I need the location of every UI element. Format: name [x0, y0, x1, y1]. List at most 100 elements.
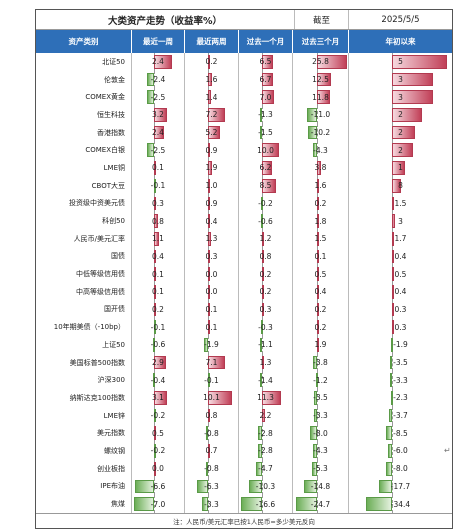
cell-1w: 0.1 [132, 282, 185, 301]
value-label: 0.2 [314, 322, 327, 332]
asset-name: 焦煤 [36, 495, 132, 513]
data-bar [313, 355, 317, 370]
data-bar [392, 267, 395, 281]
data-bar [261, 143, 279, 158]
cell-1m: 7.0 [239, 88, 293, 107]
bar-axis [154, 336, 156, 354]
data-bar [207, 391, 233, 405]
data-bar [316, 249, 319, 264]
asset-name: 螺纹钢 [36, 442, 132, 460]
cell-2w: 0.7 [185, 442, 239, 460]
data-bar [154, 125, 165, 140]
date-value: 2025/5/5 [381, 14, 420, 25]
value-label: 2.2 [259, 411, 272, 421]
cell-2w: 1.9 [185, 159, 239, 177]
cell-2w: 0.1 [185, 300, 239, 319]
data-bar [207, 373, 210, 388]
cell-3m: 3.8 [293, 159, 349, 177]
value-label: 0.1 [152, 269, 164, 279]
cell-ytd: -6.0 [349, 442, 452, 460]
cell-ytd: 0.3 [349, 300, 452, 319]
data-bar [261, 284, 264, 299]
value-label: 3.8 [314, 163, 327, 173]
value-label: -1.2 [313, 375, 328, 385]
value-label: -2.5 [150, 145, 166, 155]
cell-1w: 2.4 [132, 123, 185, 142]
table-row: 螺纹钢 -0.2 0.7 -2.8 -4.3 -6.0 [36, 442, 452, 460]
cell-1w: 3.2 [132, 106, 185, 124]
value-label: 1.3 [205, 234, 218, 244]
data-bar [392, 249, 395, 264]
value-label: 0.2 [314, 304, 327, 314]
data-bar [259, 125, 262, 140]
cell-ytd: 2 [349, 123, 452, 142]
cell-1w: -0.2 [132, 406, 185, 425]
data-bar [392, 143, 414, 158]
cell-1m: 2.2 [239, 406, 293, 425]
cell-3m: -11.0 [293, 106, 349, 124]
value-label: -0.6 [150, 340, 166, 350]
cell-1m: 1.3 [239, 353, 293, 372]
data-bar [385, 426, 393, 441]
asset-name: 国债 [36, 247, 132, 266]
cell-3m: 1.6 [293, 176, 349, 195]
cell-2w: 7.2 [185, 106, 239, 124]
value-label: 0.1 [205, 322, 218, 332]
data-bar [207, 267, 210, 281]
cell-ytd: -2.3 [349, 389, 452, 407]
cell-2w: -3.3 [185, 495, 239, 513]
data-bar [309, 426, 317, 441]
asset-name: 科创50 [36, 212, 132, 230]
value-label: -0.1 [150, 322, 166, 332]
cell-1m: -2.8 [239, 424, 293, 443]
value-label: -1.4 [258, 375, 273, 385]
value-label: 3 [398, 92, 403, 102]
cell-3m: 0.4 [293, 282, 349, 301]
data-bar [316, 338, 319, 352]
table-row: 纳斯达克100指数 3.1 10.1 11.3 -3.5 -2.3 [36, 389, 452, 407]
header-asset-class: 资产类别 [36, 30, 132, 53]
data-bar [307, 108, 317, 122]
value-label: -24.7 [310, 499, 331, 509]
cell-2w: 1.0 [185, 176, 239, 195]
value-label: 1 [398, 163, 403, 173]
cell-1w: 0.1 [132, 159, 185, 177]
paragraph-mark: ↵ [444, 446, 451, 455]
value-label: 0.3 [152, 198, 164, 208]
cell-ytd: 8 [349, 176, 452, 195]
cell-1m: 6.5 [239, 53, 293, 71]
data-bar [154, 108, 168, 122]
value-label: -0.2 [258, 198, 273, 208]
cell-2w: 0.0 [185, 265, 239, 283]
bar-axis [316, 442, 318, 460]
cell-1m: -1.5 [239, 123, 293, 142]
cell-3m: -8.0 [293, 424, 349, 443]
data-bar [312, 444, 317, 458]
value-label: 8.5 [259, 181, 272, 191]
cell-ytd: -3.7 [349, 406, 452, 425]
bar-axis [316, 389, 318, 407]
value-label: -3.5 [313, 393, 328, 403]
value-label: 2.4 [152, 128, 164, 138]
bar-axis [154, 70, 156, 89]
cell-2w: 0.1 [185, 318, 239, 336]
value-label: 1.8 [314, 216, 327, 226]
cell-2w: 0.2 [185, 53, 239, 71]
value-label: 0.2 [259, 287, 272, 297]
value-label: -2.8 [258, 446, 273, 456]
cell-3m: -4.3 [293, 442, 349, 460]
data-bar [316, 320, 319, 334]
data-bar [154, 267, 157, 281]
cell-2w: 10.1 [185, 389, 239, 407]
header-ytd: 年初以来 [349, 30, 452, 53]
value-label: -6.0 [393, 446, 408, 456]
asset-name: 香港指数 [36, 123, 132, 142]
data-bar [390, 338, 393, 352]
cell-ytd: 5 [349, 53, 452, 71]
asset-name: 伦敦金 [36, 70, 132, 89]
data-bar [259, 373, 262, 388]
data-bar [207, 408, 210, 423]
value-label: 0.2 [205, 57, 218, 67]
data-bar [260, 108, 263, 122]
cell-1w: -7.0 [132, 495, 185, 513]
